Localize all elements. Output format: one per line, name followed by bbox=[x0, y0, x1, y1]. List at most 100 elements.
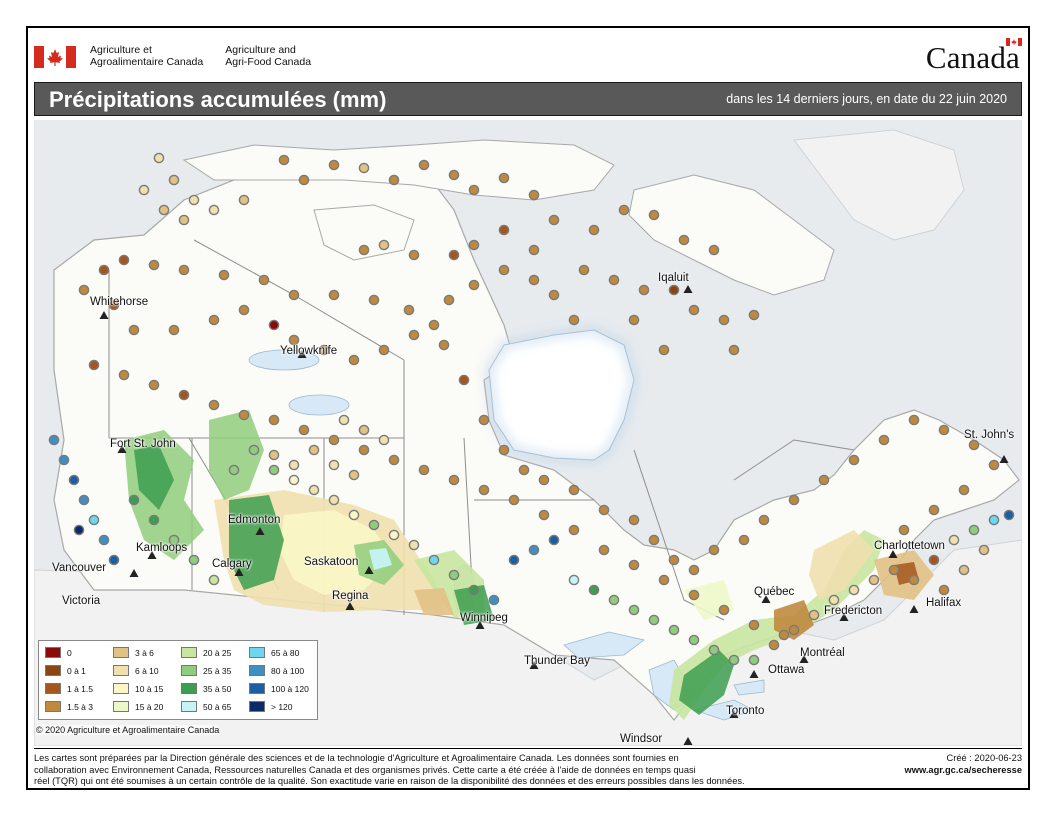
legend-label: 6 à 10 bbox=[135, 665, 159, 676]
station-dot bbox=[528, 244, 540, 256]
city-marker-icon bbox=[888, 550, 898, 558]
dept-en-line1: Agriculture and bbox=[225, 44, 296, 56]
station-dot bbox=[418, 464, 430, 476]
station-dot bbox=[738, 534, 750, 546]
station-dot bbox=[748, 309, 760, 321]
station-dot bbox=[78, 284, 90, 296]
station-dot bbox=[388, 529, 400, 541]
legend-label: > 120 bbox=[271, 701, 293, 712]
station-dot bbox=[708, 544, 720, 556]
station-dot bbox=[728, 344, 740, 356]
legend-item: 0 à 1 bbox=[45, 665, 86, 676]
city-label-iqaluit: Iqaluit bbox=[658, 272, 689, 284]
legend-swatch bbox=[181, 683, 197, 694]
legend-swatch bbox=[181, 701, 197, 712]
station-dot bbox=[448, 169, 460, 181]
station-dot bbox=[358, 162, 370, 174]
station-dot bbox=[98, 534, 110, 546]
station-dot bbox=[598, 544, 610, 556]
station-dot bbox=[108, 554, 120, 566]
station-dot bbox=[408, 539, 420, 551]
legend-label: 0 bbox=[67, 647, 72, 658]
wordmark-flag-icon bbox=[1006, 38, 1022, 46]
station-dot bbox=[888, 564, 900, 576]
station-dot bbox=[438, 339, 450, 351]
station-dot bbox=[448, 569, 460, 581]
city-marker-icon bbox=[749, 670, 759, 678]
station-dot bbox=[88, 514, 100, 526]
station-dot bbox=[78, 494, 90, 506]
station-dot bbox=[648, 534, 660, 546]
legend-label: 3 à 6 bbox=[135, 647, 154, 658]
station-dot bbox=[538, 509, 550, 521]
created-date: Créé : 2020-06-23 bbox=[946, 753, 1022, 763]
station-dot bbox=[258, 274, 270, 286]
station-dot bbox=[958, 484, 970, 496]
station-dot bbox=[1003, 509, 1015, 521]
station-dot bbox=[498, 264, 510, 276]
city-label-victoria: Victoria bbox=[62, 595, 101, 607]
city-marker-icon bbox=[147, 551, 157, 559]
city-marker-icon bbox=[345, 602, 355, 610]
station-dot bbox=[368, 519, 380, 531]
station-dot bbox=[708, 644, 720, 656]
station-dot bbox=[443, 294, 455, 306]
station-dot bbox=[278, 154, 290, 166]
legend-item: 20 à 25 bbox=[181, 647, 231, 658]
station-dot bbox=[548, 214, 560, 226]
station-dot bbox=[298, 424, 310, 436]
station-dot bbox=[58, 454, 70, 466]
map-title: Précipitations accumulées (mm) bbox=[49, 87, 387, 112]
station-dot bbox=[238, 304, 250, 316]
city-marker-icon bbox=[475, 621, 485, 629]
legend-item: 35 à 50 bbox=[181, 683, 231, 694]
legend-label: 1.5 à 3 bbox=[67, 701, 93, 712]
station-dot bbox=[568, 524, 580, 536]
legend-item: 0 bbox=[45, 647, 72, 658]
legend-label: 35 à 50 bbox=[203, 683, 232, 694]
legend-item: 3 à 6 bbox=[113, 647, 154, 658]
legend-swatch bbox=[249, 701, 265, 712]
station-dot bbox=[568, 314, 580, 326]
city-marker-icon bbox=[683, 737, 693, 745]
station-dot bbox=[958, 564, 970, 576]
city-label-ottawa: Ottawa bbox=[768, 664, 805, 676]
station-dot bbox=[188, 194, 200, 206]
station-dot bbox=[468, 239, 480, 251]
legend-item: 10 à 15 bbox=[113, 683, 163, 694]
map-legend: 0 0 à 1 1 à 1.5 1.5 à 3 3 à 6 6 à 10 10 … bbox=[38, 640, 318, 720]
legend-label: 80 à 100 bbox=[271, 665, 305, 676]
station-dot bbox=[378, 434, 390, 446]
baffin-island bbox=[628, 174, 835, 296]
city-label-vancouver: Vancouver bbox=[52, 562, 107, 574]
station-dot bbox=[178, 264, 190, 276]
city-marker-icon bbox=[761, 595, 771, 603]
canada-flag-icon bbox=[34, 46, 76, 68]
station-dot bbox=[768, 639, 780, 651]
footer: Les cartes sont préparées par la Directi… bbox=[34, 748, 1022, 789]
station-dot bbox=[648, 209, 660, 221]
station-dot bbox=[968, 439, 980, 451]
source-url[interactable]: www.agr.gc.ca/secheresse bbox=[904, 764, 1023, 775]
station-dot bbox=[128, 494, 140, 506]
station-dot bbox=[118, 254, 130, 266]
city-marker-icon bbox=[729, 710, 739, 718]
station-dot bbox=[758, 514, 770, 526]
station-dot bbox=[498, 444, 510, 456]
city-label-winnipeg: Winnipeg bbox=[460, 612, 508, 624]
legend-swatch bbox=[113, 647, 129, 658]
station-dot bbox=[788, 494, 800, 506]
city-marker-icon bbox=[909, 605, 919, 613]
station-dot bbox=[688, 634, 700, 646]
legend-label: 0 à 1 bbox=[67, 665, 86, 676]
city-label-halifax: Halifax bbox=[926, 597, 962, 609]
station-dot bbox=[208, 574, 220, 586]
station-dot bbox=[188, 554, 200, 566]
disclaimer-line-3: réel (TQR) qui ont été soumises à un cer… bbox=[34, 776, 745, 786]
city-label-montreal: Montréal bbox=[800, 647, 845, 659]
station-dot bbox=[718, 314, 730, 326]
legend-swatch bbox=[249, 683, 265, 694]
station-dot bbox=[518, 464, 530, 476]
station-dot bbox=[988, 459, 1000, 471]
station-dot bbox=[128, 324, 140, 336]
